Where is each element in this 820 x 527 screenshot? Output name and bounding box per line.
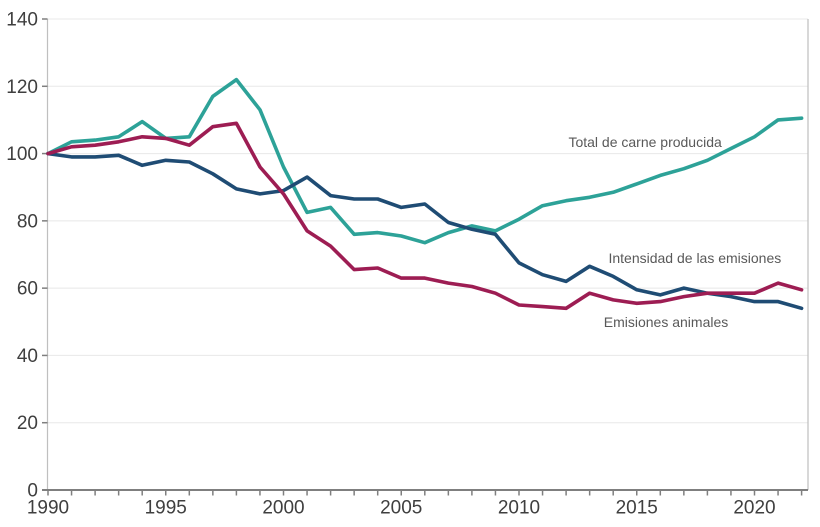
y-axis-tick-label: 60 [17, 279, 38, 300]
x-axis-tick-label: 2010 [498, 498, 540, 519]
x-axis-tick-label: 2000 [262, 498, 304, 519]
series-line-total-de-carne-producida [46, 77, 804, 245]
x-axis-tick-label: 2015 [616, 498, 658, 519]
y-axis-tick-label: 80 [17, 211, 38, 232]
series-label-total-de-carne-producida: Total de carne producida [568, 134, 722, 150]
y-axis-tick-label: 0 [27, 481, 38, 502]
y-axis-tick-label: 100 [6, 144, 38, 165]
series-label-emisiones-animales: Emisiones animales [604, 314, 729, 330]
series-label-intensidad-de-las-emisiones: Intensidad de las emisiones [608, 250, 781, 266]
series-line-emisiones-animales [46, 121, 804, 311]
x-axis-tick-label: 2020 [733, 498, 775, 519]
y-axis-tick-label: 120 [6, 77, 38, 98]
series-line-intensidad-de-las-emisiones [46, 151, 804, 311]
x-axis-tick-label: 2005 [380, 498, 422, 519]
x-axis-tick-label: 1995 [145, 498, 187, 519]
y-axis-tick-label: 40 [17, 346, 38, 367]
y-axis-tick-label: 140 [6, 10, 38, 31]
x-axis-tick-label: 1990 [27, 498, 69, 519]
y-axis-tick-label: 20 [17, 413, 38, 434]
